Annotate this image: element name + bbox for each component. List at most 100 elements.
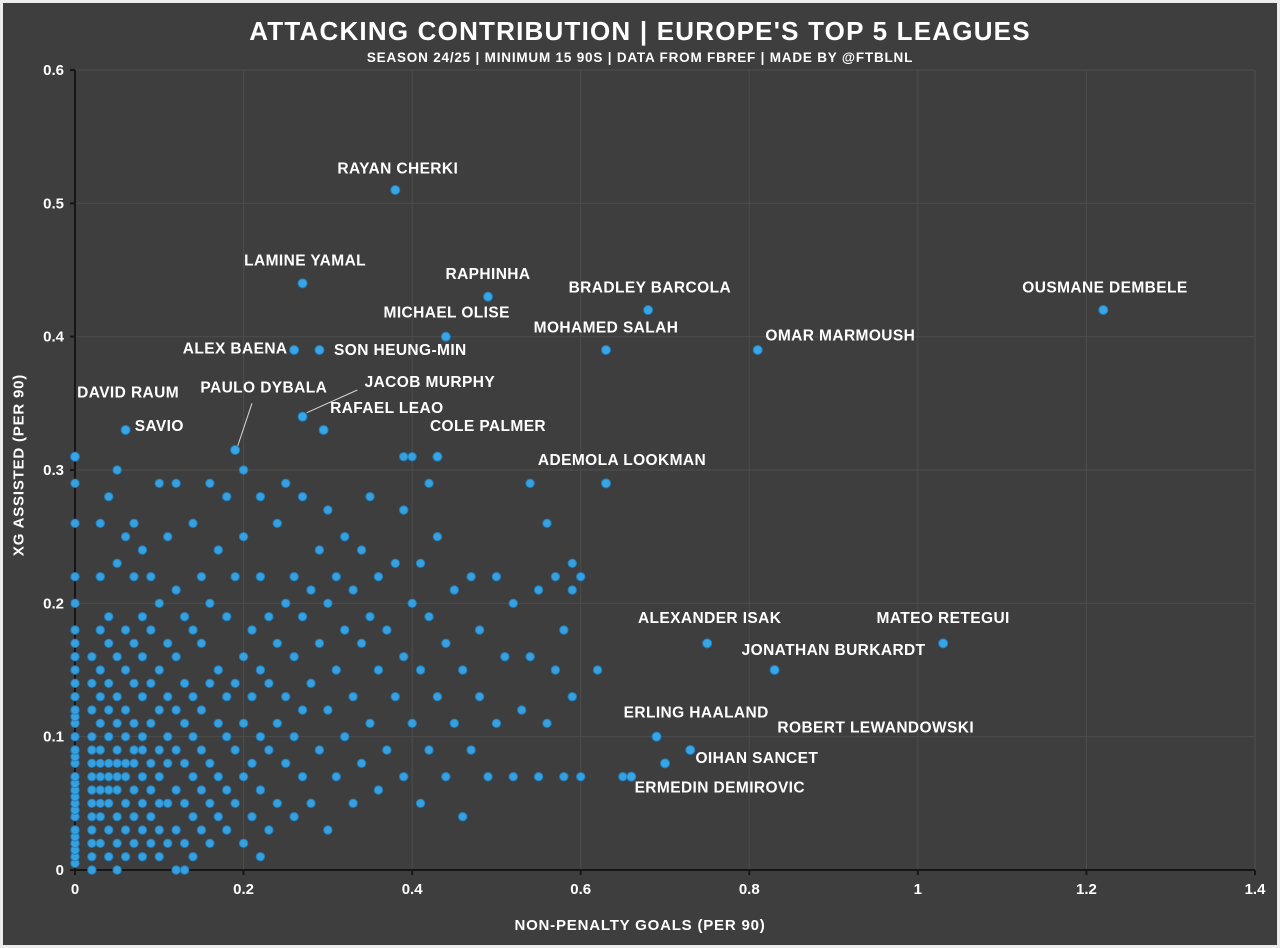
data-point xyxy=(112,651,122,662)
data-point xyxy=(95,811,105,822)
player-label: DAVID RAUM xyxy=(77,385,179,402)
y-axis-title: XG ASSISTED (PER 90) xyxy=(10,373,28,556)
data-point xyxy=(112,785,122,795)
data-point xyxy=(70,745,80,755)
data-point xyxy=(120,625,131,635)
data-point xyxy=(390,558,400,569)
player-label: ROBERT LEWANDOWSKI xyxy=(777,719,974,736)
data-point xyxy=(306,798,316,809)
y-tick-label: 0 xyxy=(56,862,64,879)
data-point xyxy=(129,838,139,849)
player-point xyxy=(314,345,325,355)
chart-title: ATTACKING CONTRIBUTION | EUROPE'S TOP 5 … xyxy=(249,16,1031,46)
x-tick-label: 0.4 xyxy=(402,881,424,898)
data-point xyxy=(407,451,417,462)
data-point xyxy=(87,785,97,795)
data-point xyxy=(500,651,510,662)
player-label: SON HEUNG-MIN xyxy=(334,342,467,359)
data-point xyxy=(104,638,114,649)
data-point xyxy=(247,811,257,822)
data-point xyxy=(205,758,215,769)
x-tick-label: 1.2 xyxy=(1076,881,1097,898)
data-point xyxy=(618,771,628,782)
data-point xyxy=(70,825,80,835)
data-point xyxy=(222,491,232,502)
data-point xyxy=(559,771,569,782)
data-point xyxy=(112,771,122,782)
data-point xyxy=(230,678,240,689)
data-point xyxy=(331,665,341,675)
data-point xyxy=(137,851,148,862)
data-point xyxy=(441,638,451,649)
data-point xyxy=(399,771,409,782)
data-point xyxy=(70,571,80,582)
data-point xyxy=(154,825,164,835)
data-point xyxy=(213,718,223,729)
data-point xyxy=(542,518,552,529)
player-point xyxy=(651,731,662,742)
player-point xyxy=(483,291,493,302)
y-tick-label: 0.1 xyxy=(43,729,64,746)
data-point xyxy=(205,838,215,849)
chart-subtitle: SEASON 24/25 | MINIMUM 15 90S | DATA FRO… xyxy=(366,50,914,65)
data-point xyxy=(407,598,417,609)
data-point xyxy=(87,758,97,769)
data-point xyxy=(188,518,198,529)
data-point xyxy=(264,825,274,835)
data-point xyxy=(129,745,139,755)
x-tick-label: 0.8 xyxy=(739,881,760,898)
data-point xyxy=(415,558,426,569)
player-label: RAFAEL LEAO xyxy=(330,400,443,417)
data-point xyxy=(255,665,266,675)
data-point xyxy=(95,718,105,729)
player-point xyxy=(289,345,300,355)
data-point xyxy=(255,731,266,742)
data-point xyxy=(120,798,131,809)
player-point xyxy=(230,445,241,455)
data-point xyxy=(70,665,80,675)
data-point xyxy=(238,718,249,729)
data-point xyxy=(95,745,105,755)
data-point xyxy=(112,865,122,875)
data-point xyxy=(87,811,97,822)
data-point xyxy=(196,825,207,835)
data-point xyxy=(120,665,131,675)
player-label: OMAR MARMOUSH xyxy=(765,327,915,344)
data-point xyxy=(154,771,164,782)
player-label: ADEMOLA LOOKMAN xyxy=(538,452,706,469)
player-point xyxy=(1098,305,1109,315)
data-point xyxy=(340,731,350,742)
data-point xyxy=(508,598,518,609)
data-point xyxy=(129,785,139,795)
data-point xyxy=(458,811,468,822)
data-point xyxy=(432,691,443,702)
data-point xyxy=(272,638,282,649)
data-point xyxy=(222,785,232,795)
data-point xyxy=(424,611,434,622)
data-point xyxy=(222,731,232,742)
data-point xyxy=(533,585,544,595)
player-label: MICHAEL OLISE xyxy=(384,305,510,322)
data-point xyxy=(441,771,451,782)
data-point xyxy=(424,745,434,755)
data-point xyxy=(120,825,131,835)
data-point xyxy=(281,478,291,489)
data-point xyxy=(255,785,266,795)
data-point xyxy=(550,571,561,582)
player-point xyxy=(390,185,401,195)
data-point xyxy=(314,638,325,649)
player-label: ERLING HAALAND xyxy=(624,705,769,722)
player-point xyxy=(297,278,308,289)
data-point xyxy=(323,705,333,715)
data-point xyxy=(112,758,122,769)
data-point xyxy=(129,718,139,729)
player-label: JONATHAN BURKARDT xyxy=(742,642,926,659)
data-point xyxy=(87,678,97,689)
data-point xyxy=(179,838,190,849)
data-point xyxy=(171,651,181,662)
player-point xyxy=(432,451,443,462)
data-point xyxy=(137,825,148,835)
data-point xyxy=(314,745,325,755)
